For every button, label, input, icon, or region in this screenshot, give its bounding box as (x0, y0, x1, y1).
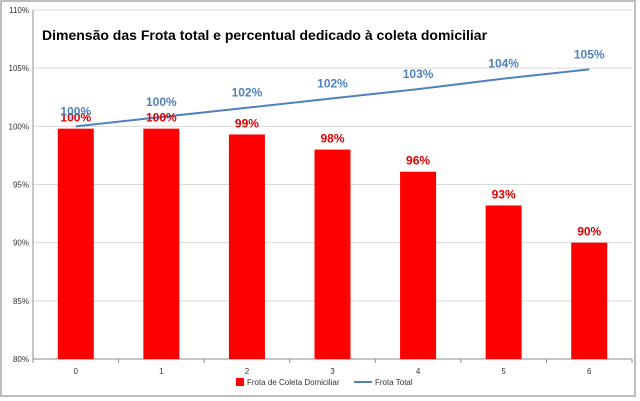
line-data-label: 100% (60, 104, 91, 118)
line-data-label: 100% (146, 95, 177, 109)
y-tick-label: 85% (13, 297, 29, 306)
y-tick-label: 100% (9, 122, 29, 131)
chart-title: Dimensão das Frota total e percentual de… (42, 27, 488, 43)
bar (228, 134, 265, 359)
x-tick-label: 4 (416, 367, 421, 376)
bar-data-label: 96% (406, 154, 430, 168)
line-frota-total (75, 68, 590, 128)
x-tick-label: 1 (159, 367, 164, 376)
line-data-label: 102% (317, 76, 348, 90)
x-tick-label: 5 (501, 367, 506, 376)
legend-swatch-bar (236, 378, 244, 386)
bar (143, 128, 180, 359)
y-tick-label: 80% (13, 355, 29, 364)
data-labels: 100% 100% 99%98%96%93%90%100%100%102%102%1… (60, 47, 604, 238)
y-tick-label: 105% (9, 64, 29, 73)
bar-data-label: 98% (320, 132, 344, 146)
bar-data-label: 99% (235, 116, 259, 130)
bar (400, 171, 437, 359)
bar (57, 128, 94, 359)
axes: 80% 85% 90% 95% 100% 105% 110% 0 1 2 3 4 5 6 (9, 6, 633, 376)
y-tick-label: 110% (9, 6, 29, 15)
x-tick-label: 6 (587, 367, 592, 376)
x-tick-label: 3 (330, 367, 335, 376)
x-tick-label: 2 (245, 367, 250, 376)
legend-label-bar: Frota de Coleta Domiciliar (247, 378, 340, 387)
bar-data-label: 90% (577, 225, 601, 239)
bar-series (57, 128, 608, 359)
bar-data-label: 93% (492, 187, 516, 201)
y-tick-label: 90% (13, 239, 29, 248)
y-tick-label: 95% (13, 181, 29, 190)
legend-label-line: Frota Total (375, 378, 413, 387)
bar (485, 205, 522, 359)
bar (314, 149, 351, 359)
line-data-label: 103% (403, 67, 434, 81)
line-data-label: 105% (574, 47, 605, 61)
bar (571, 242, 608, 359)
line-data-label: 104% (488, 57, 519, 71)
bar-data-label: 100% (60, 111, 91, 125)
line-data-label: 102% (232, 86, 263, 100)
line-series (75, 68, 590, 128)
legend: Frota de Coleta Domiciliar Frota Total (236, 378, 413, 387)
bar-data-label: 100% (146, 111, 177, 125)
x-tick-label: 0 (74, 367, 79, 376)
